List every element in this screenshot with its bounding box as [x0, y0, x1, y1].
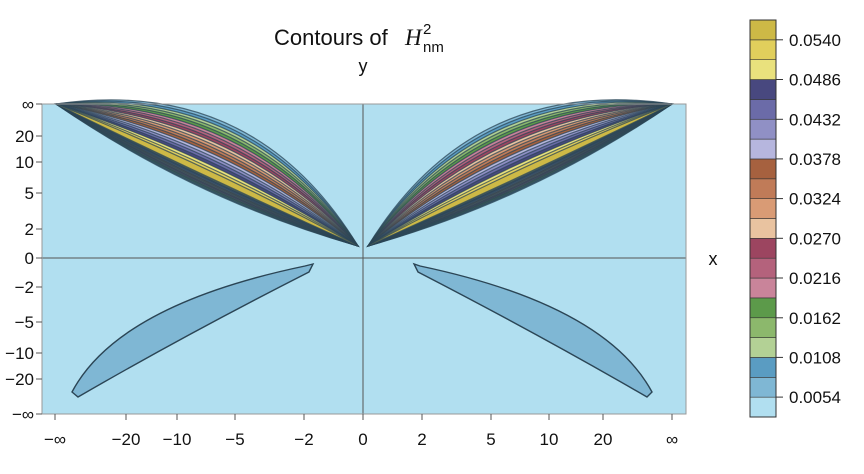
x-tick-label: ∞: [666, 430, 678, 449]
y-tick-label: 20: [15, 127, 34, 146]
x-tick-label: −10: [163, 430, 192, 449]
y-tick-label: 5: [25, 184, 34, 203]
x-tick-label: 20: [594, 430, 613, 449]
title-symbol: H: [404, 25, 423, 50]
colorbar-swatch: [749, 396, 777, 418]
colorbar-label: 0.0054: [789, 388, 841, 407]
colorbar-swatch: [749, 277, 777, 299]
chart-title: Contours of H 2 nm: [274, 21, 444, 56]
colorbar-label: 0.0162: [789, 309, 841, 328]
colorbar-swatch: [749, 297, 777, 319]
colorbar-swatch: [749, 198, 777, 219]
y-tick-label: −10: [5, 344, 34, 363]
colorbar-label: 0.0378: [789, 150, 841, 169]
y-tick-label: ∞: [22, 95, 34, 114]
colorbar-swatch: [749, 238, 777, 259]
contour-band-lower-left: [71, 262, 315, 398]
plot-frame: [41, 103, 687, 415]
colorbar-swatch: [749, 376, 777, 398]
colorbar-label: 0.0540: [789, 31, 841, 50]
x-axis-label: x: [709, 249, 718, 269]
colorbar-swatch: [749, 317, 777, 338]
y-tick-label: 10: [15, 153, 34, 172]
x-tick-label: −5: [225, 430, 244, 449]
y-tick-label: 0: [25, 249, 34, 268]
x-tick-label: −20: [112, 430, 141, 449]
colorbar-label: 0.0108: [789, 348, 841, 367]
colorbar-label: 0.0432: [789, 110, 841, 129]
colorbar-swatch: [749, 218, 777, 239]
colorbar-swatch: [749, 158, 777, 180]
x-tick-label: −∞: [44, 430, 66, 449]
colorbar-swatch: [749, 257, 777, 279]
colorbar-swatch: [749, 337, 777, 358]
title-subscript: nm: [423, 39, 444, 56]
title-superscript: 2: [423, 21, 431, 38]
colorbar-label: 0.0216: [789, 269, 841, 288]
colorbar-swatch: [749, 178, 777, 199]
colorbar-swatch: [749, 357, 777, 378]
colorbar-swatch: [749, 59, 777, 80]
y-tick-label: 2: [25, 220, 34, 239]
colorbar-label: 0.0324: [789, 190, 841, 209]
contour-band-lower-right: [412, 262, 653, 398]
x-tick-label: 10: [540, 430, 559, 449]
colorbar-frame: [749, 19, 777, 418]
y-tick-label: −5: [15, 313, 34, 332]
plot-area: [41, 99, 687, 415]
colorbar-label: 0.0486: [789, 71, 841, 90]
contour-band-left-19: [55, 103, 359, 247]
colorbar: 0.0540 0.0486 0.0432 0.0378 0.0324 0.0270 0.02…: [749, 19, 841, 418]
y-axis-label: y: [359, 56, 368, 76]
x-tick-label: 0: [358, 430, 367, 449]
x-tick-label: 2: [417, 430, 426, 449]
colorbar-swatch: [749, 138, 777, 160]
title-prefix: Contours of: [274, 25, 389, 50]
colorbar-swatch: [749, 99, 777, 120]
colorbar-swatch: [749, 118, 777, 140]
colorbar-swatch: [749, 19, 777, 41]
y-tick-label: −2: [15, 278, 34, 297]
y-tick-label: −∞: [12, 405, 34, 424]
x-tick-label: 5: [486, 430, 495, 449]
x-tick-label: −2: [294, 430, 313, 449]
colorbar-swatch: [749, 39, 777, 60]
colorbar-label: 0.0270: [789, 229, 841, 248]
y-tick-label: −20: [5, 370, 34, 389]
colorbar-swatch: [749, 79, 777, 100]
